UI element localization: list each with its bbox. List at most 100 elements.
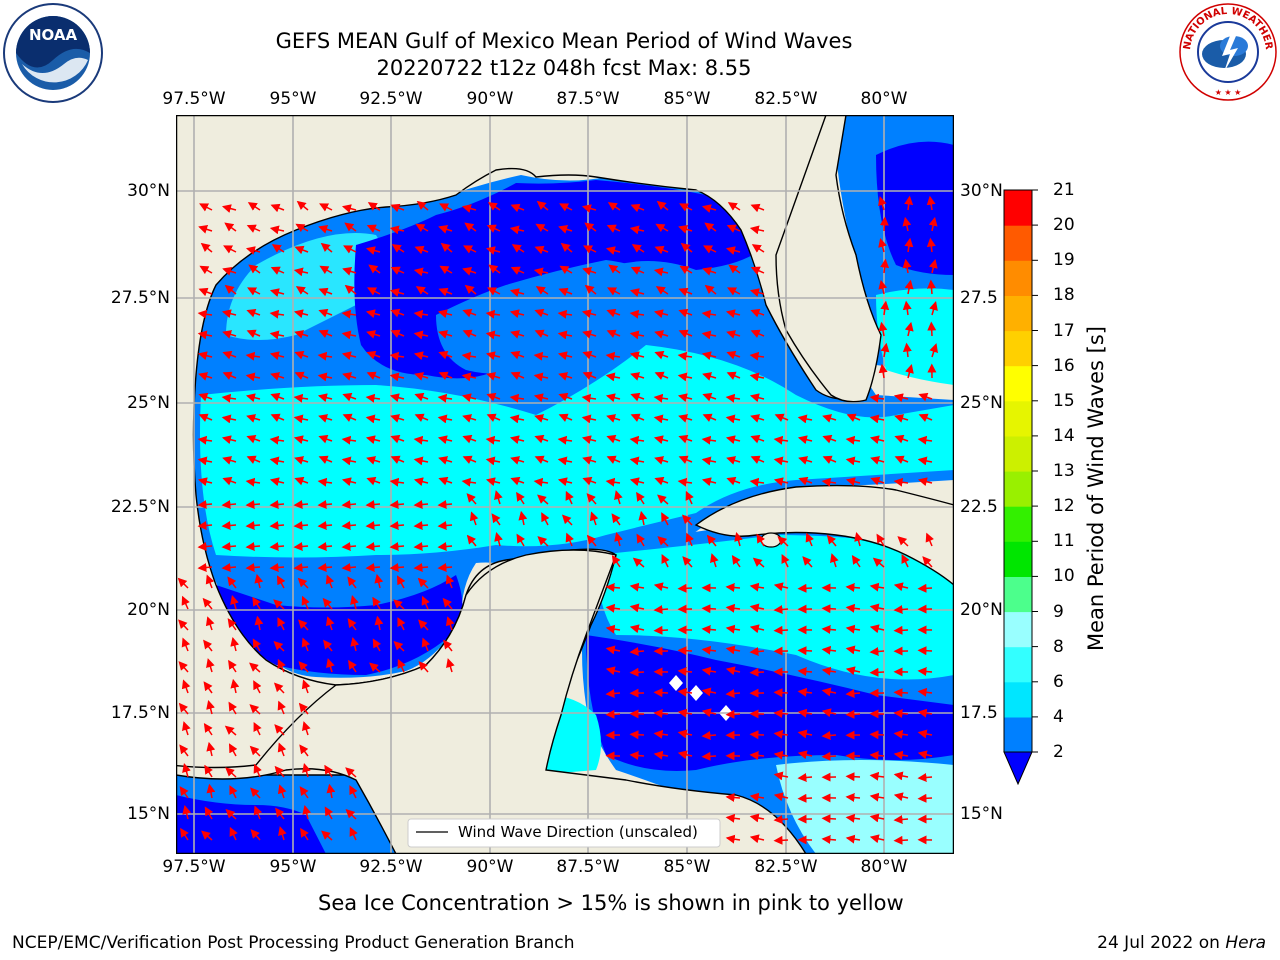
wind-arrow — [347, 576, 357, 589]
wind-arrow — [486, 413, 501, 422]
wind-arrow — [584, 222, 597, 232]
wind-arrow — [725, 246, 741, 255]
wind-arrow — [246, 414, 261, 423]
wind-arrow — [206, 741, 216, 757]
wind-arrow — [653, 750, 669, 760]
wind-arrow — [821, 666, 837, 676]
wind-arrow — [725, 435, 741, 445]
wind-arrow — [197, 309, 213, 319]
wind-arrow — [397, 658, 406, 673]
wind-arrow — [917, 729, 933, 739]
wind-arrow — [464, 284, 477, 295]
wind-arrow — [229, 826, 238, 841]
wind-arrow — [269, 351, 285, 361]
wind-arrow — [302, 763, 311, 778]
wind-arrow — [727, 287, 741, 296]
wind-arrow — [802, 556, 813, 568]
wind-arrow — [390, 266, 405, 275]
wind-arrow — [725, 414, 741, 424]
wind-arrow — [222, 371, 237, 380]
wind-arrow — [869, 435, 885, 445]
wind-arrow — [245, 477, 261, 487]
wind-arrow — [389, 372, 405, 382]
colorbar-tick-label: 6 — [1053, 671, 1064, 692]
wind-arrow — [222, 350, 237, 360]
wind-arrow — [917, 667, 933, 677]
wind-arrow — [298, 661, 309, 673]
wind-arrow — [926, 237, 936, 253]
wind-arrow — [725, 709, 741, 719]
wind-arrow — [749, 646, 765, 656]
wind-arrow — [298, 702, 309, 715]
wind-arrow — [605, 666, 621, 676]
wind-arrow — [326, 658, 335, 673]
wind-arrow — [389, 393, 405, 403]
wind-arrow — [221, 541, 237, 551]
wind-arrow — [439, 203, 453, 212]
wind-arrow — [655, 286, 669, 295]
wind-arrow — [297, 577, 309, 589]
wind-arrow — [701, 645, 717, 655]
wind-arrow — [845, 624, 861, 634]
wind-arrow — [199, 203, 213, 212]
wind-arrow — [418, 619, 429, 631]
wind-arrow — [611, 554, 621, 568]
wind-arrow — [205, 616, 215, 631]
wind-arrow — [293, 541, 309, 551]
wind-arrow — [253, 805, 263, 820]
wind-arrow — [301, 595, 310, 610]
colorbar-tick-label: 12 — [1053, 496, 1075, 517]
wind-arrow — [485, 435, 501, 445]
wind-arrow — [821, 835, 837, 845]
wind-arrow — [293, 414, 309, 424]
wind-arrow — [869, 751, 885, 761]
wind-arrow — [203, 681, 213, 694]
wind-arrow — [270, 392, 285, 402]
wind-arrow — [374, 615, 384, 631]
wind-arrow — [537, 536, 549, 547]
wind-arrow — [756, 533, 766, 547]
wind-arrow — [606, 329, 621, 338]
wind-arrow — [511, 244, 525, 253]
lon-tick-bottom: 80°W — [860, 857, 908, 877]
wind-arrow — [438, 225, 453, 234]
wind-arrow — [293, 499, 309, 509]
lon-tick-bottom: 87.5°W — [556, 857, 620, 877]
wind-arrow — [366, 350, 381, 360]
wind-arrow — [629, 330, 645, 340]
wind-arrow — [277, 617, 286, 631]
wind-arrow — [294, 476, 309, 486]
wind-arrow — [880, 342, 890, 358]
wind-arrow — [341, 562, 357, 572]
wind-arrow — [318, 434, 333, 444]
wind-arrow — [253, 763, 262, 778]
wind-arrow — [897, 536, 909, 547]
wind-arrow — [317, 562, 333, 572]
wind-arrow — [821, 625, 837, 635]
wind-arrow — [581, 309, 597, 319]
wind-arrow — [821, 477, 837, 487]
wind-arrow — [318, 455, 333, 464]
wind-arrow — [324, 806, 334, 820]
wind-arrow — [273, 599, 285, 610]
lon-tick-top: 82.5°W — [754, 89, 818, 109]
colorbar-tick-label: 4 — [1053, 706, 1064, 727]
wind-arrow — [773, 750, 789, 760]
wind-arrow — [197, 541, 213, 551]
wind-arrow — [270, 413, 285, 422]
wind-arrow — [582, 371, 597, 380]
wind-arrow — [486, 224, 501, 233]
wind-arrow — [230, 636, 240, 652]
wind-arrow — [416, 200, 429, 211]
wind-arrow — [367, 202, 381, 211]
wind-arrow — [413, 309, 429, 319]
wind-arrow — [893, 835, 909, 845]
wind-arrow — [678, 308, 693, 318]
wind-arrow — [182, 721, 191, 736]
wind-arrow — [677, 667, 693, 677]
wind-arrow — [197, 351, 213, 361]
wind-arrow — [749, 351, 765, 361]
wind-arrow — [710, 553, 719, 568]
wind-arrow-field — [177, 195, 938, 845]
wind-arrow — [653, 709, 669, 719]
